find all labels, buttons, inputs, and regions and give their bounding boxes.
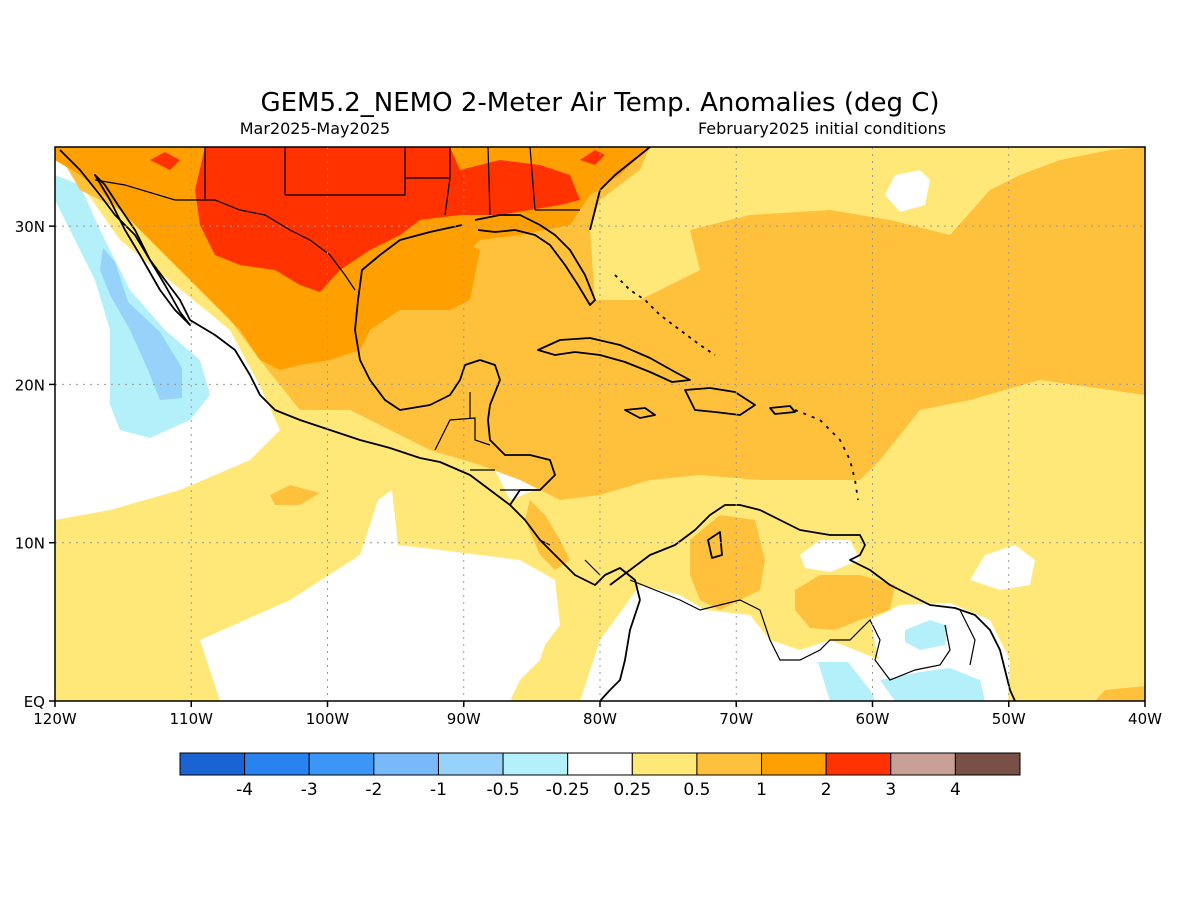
colorbar-swatch [308, 752, 375, 776]
x-tick-label: 110W [170, 710, 214, 728]
border-us-states [204, 147, 580, 216]
colorbar-label: 4 [950, 780, 961, 800]
hot-region-us-mexico [195, 147, 580, 292]
colorbar-label: 0.5 [683, 780, 710, 800]
border-south-america [629, 579, 976, 681]
y-tick-label: EQ [24, 693, 45, 711]
colorbar-swatch [437, 752, 504, 776]
colorbar-label: -2 [365, 780, 382, 800]
border-us-mexico [94, 179, 356, 291]
neutral-region-central-atlantic [970, 545, 1035, 590]
cool-region-suriname [905, 620, 948, 650]
map-gridlines [55, 147, 1145, 701]
neutral-region-north-atlantic [885, 170, 930, 212]
hot-region-small [150, 152, 180, 170]
colorbar-label: 2 [821, 780, 832, 800]
moderate-warm-region-south-atlantic [1095, 686, 1145, 701]
colorbar-label: 0.25 [613, 780, 651, 800]
coastlines [59, 147, 1016, 701]
colorbar-swatch [890, 752, 956, 776]
moderate-warm-region-orinoco [795, 575, 895, 630]
map-panel [55, 147, 1145, 701]
neutral-region-guianas [870, 603, 1010, 701]
colorbar-swatch [373, 752, 439, 776]
x-tick-label: 80W [583, 710, 617, 728]
x-tick-label: 60W [856, 710, 890, 728]
map-title: GEM5.2_NEMO 2-Meter Air Temp. Anomalies … [260, 88, 939, 118]
neutral-region-equatorial-pacific [200, 490, 560, 701]
colorbar-label: -1 [430, 780, 447, 800]
coastline-gulf-of-mexico [354, 224, 556, 506]
coastline-lake-maracaibo [707, 531, 723, 559]
colorbar-swatch [179, 752, 246, 776]
coastline-jamaica [624, 407, 656, 419]
coastline-us-atlantic [589, 147, 651, 231]
x-tick-label: 120W [33, 710, 77, 728]
map-subtitle-initial-conditions: February2025 initial conditions [698, 119, 946, 138]
y-tick-label: 20N [15, 376, 45, 394]
neutral-region-colombia [580, 585, 960, 701]
x-tick-label: 40W [1128, 710, 1162, 728]
border-central-america [434, 392, 601, 576]
colorbar-swatch [567, 752, 633, 776]
coastline-south-america-north [609, 504, 1016, 701]
coastline-puerto-rico [769, 405, 796, 415]
anomaly-regions-hot [150, 147, 605, 292]
cool-region-guiana-east [880, 668, 985, 701]
cool-region-guiana-west [818, 662, 875, 701]
colorbar-swatch [631, 752, 698, 776]
x-tick-label: 100W [306, 710, 350, 728]
colorbar-label: 3 [885, 780, 896, 800]
colorbar-label: -0.5 [486, 780, 519, 800]
colorbar-swatch [825, 752, 892, 776]
neutral-region-venezuela [800, 540, 860, 572]
colorbar-swatch [502, 752, 569, 776]
y-tick-label: 30N [15, 218, 45, 236]
x-tick-label: 70W [719, 710, 753, 728]
moderate-warm-region-pacific-patch [270, 485, 320, 505]
colorbar-label: -4 [236, 780, 253, 800]
colorbar-swatch [244, 752, 310, 776]
cool-region-baja-core [100, 248, 182, 400]
colorbar: -4 -3 -2 -1 -0.5 -0.25 0.25 0.5 1 2 3 4 [179, 752, 1021, 800]
map-subtitle-period: Mar2025-May2025 [240, 119, 390, 138]
warm-region-gulf [355, 235, 480, 325]
x-tick-label: 90W [447, 710, 481, 728]
colorbar-swatch [761, 752, 827, 776]
coastline-cuba [537, 337, 691, 383]
colorbar-swatch [954, 752, 1021, 776]
colorbar-label: -3 [301, 780, 318, 800]
colorbar-label: -0.25 [546, 780, 590, 800]
moderate-warm-region-central-america [525, 500, 570, 570]
coastline-lesser-antilles [794, 409, 859, 501]
anomaly-regions-cool [55, 175, 985, 701]
colorbar-label: 1 [756, 780, 767, 800]
hot-region-southeast-us [580, 150, 605, 165]
map-axes: 120W 110W 100W 90W 80W 70W 60W 50W 40W EQ 10N 20N 30… [15, 218, 1162, 728]
coastline-hispaniola [684, 387, 756, 416]
coastline-west-colombia [599, 599, 641, 701]
coastline-baja-california [94, 174, 191, 326]
coastline-florida [474, 214, 596, 306]
x-tick-label: 50W [992, 710, 1026, 728]
colorbar-swatch [696, 752, 763, 776]
y-tick-label: 10N [15, 535, 45, 553]
political-borders [94, 147, 976, 681]
